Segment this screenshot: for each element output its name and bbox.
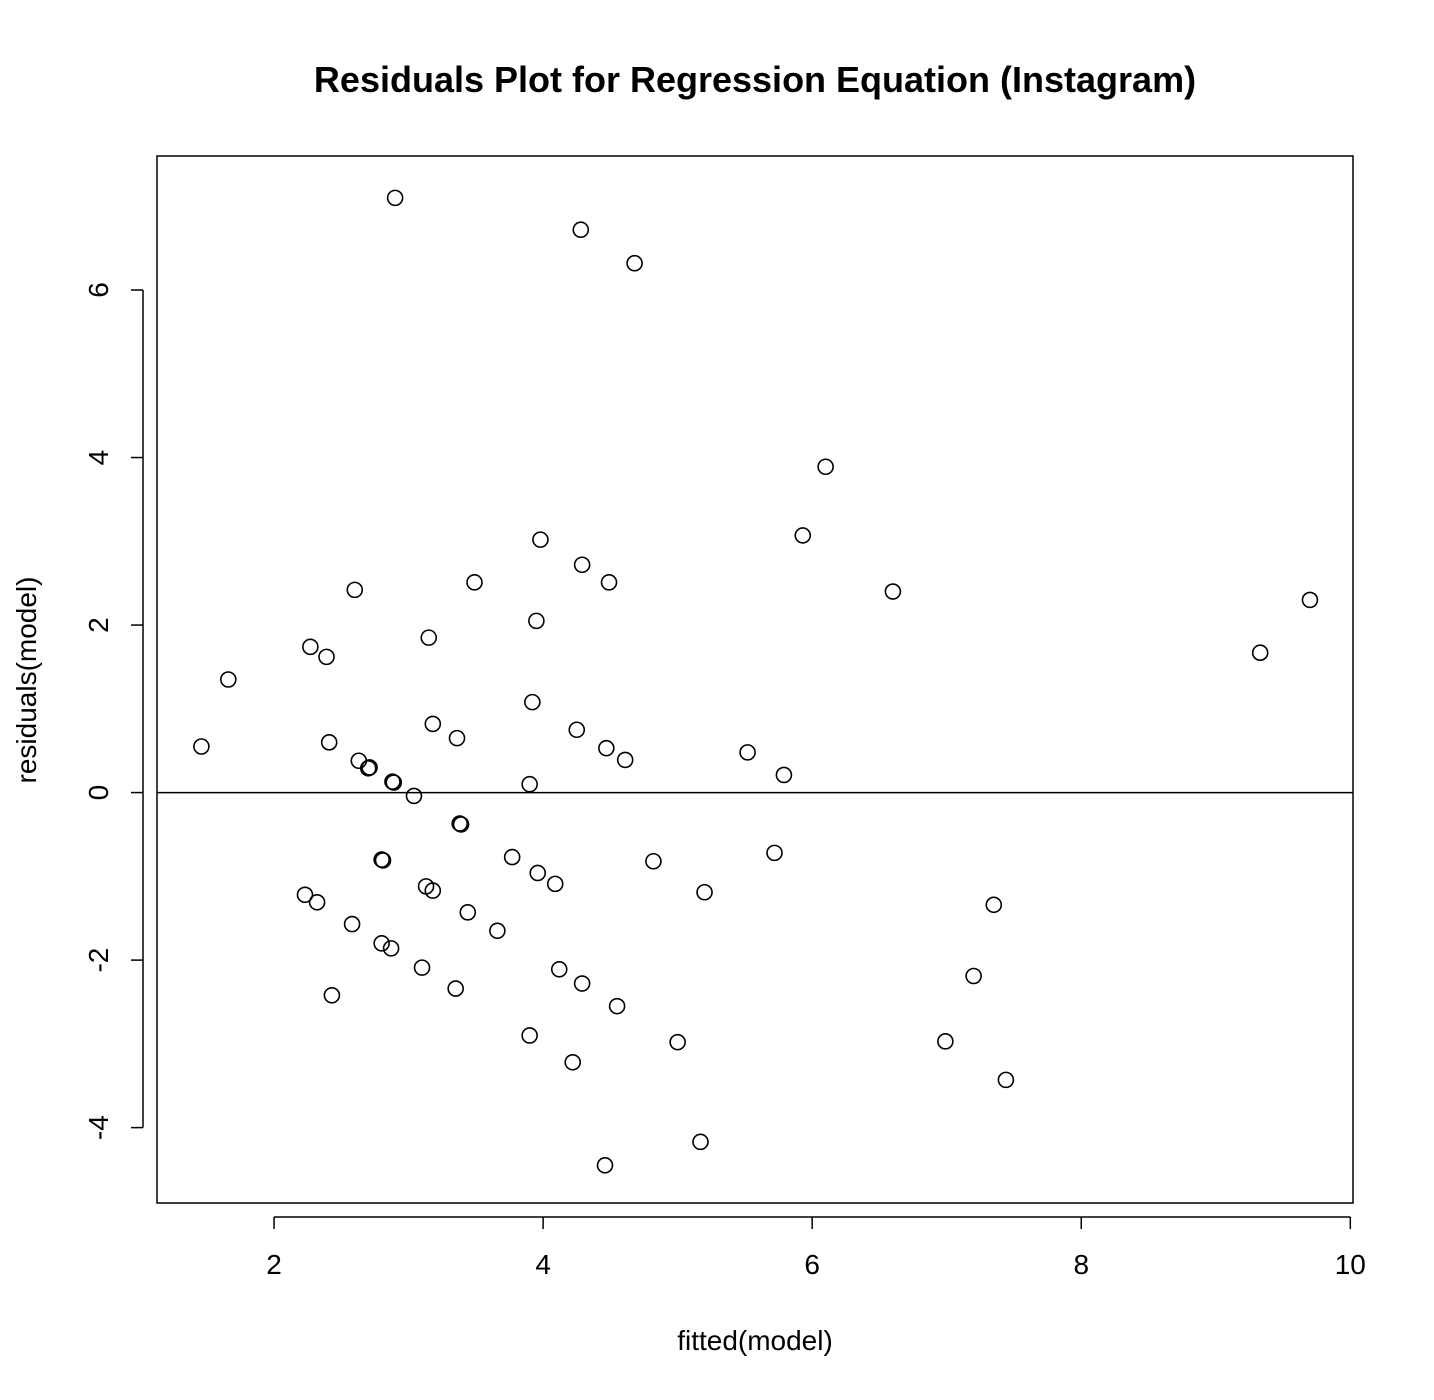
data-point xyxy=(503,848,521,866)
x-tick-label: 2 xyxy=(266,1249,282,1280)
data-point xyxy=(645,852,662,870)
data-point xyxy=(550,961,568,978)
data-point xyxy=(346,581,364,599)
data-point xyxy=(405,787,423,805)
data-point xyxy=(568,721,586,739)
data-point xyxy=(546,875,564,893)
y-tick-label: 6 xyxy=(83,282,114,298)
plot-area-frame xyxy=(156,155,1354,1204)
data-point xyxy=(817,458,834,476)
y-tick-label: 4 xyxy=(83,450,114,466)
x-tick-label: 8 xyxy=(1073,1249,1089,1280)
data-point xyxy=(382,940,400,957)
x-tick-label: 10 xyxy=(1335,1249,1366,1280)
data-point xyxy=(598,739,615,757)
y-tick-label: 0 xyxy=(83,785,114,801)
data-point xyxy=(489,922,506,940)
data-point xyxy=(573,975,591,992)
chart-title: Residuals Plot for Regression Equation (… xyxy=(314,59,1196,100)
y-axis: -4 -2 0 2 4 6 xyxy=(83,282,144,1140)
data-point xyxy=(937,1033,954,1050)
x-tick-label: 4 xyxy=(535,1249,551,1280)
data-point xyxy=(696,883,713,901)
data-point xyxy=(529,864,547,882)
data-point xyxy=(424,882,442,899)
data-point xyxy=(775,766,793,784)
data-points xyxy=(193,189,1319,1174)
data-point xyxy=(350,752,368,770)
data-point xyxy=(1251,644,1269,661)
data-point xyxy=(323,986,341,1004)
data-point xyxy=(965,967,982,985)
data-point xyxy=(296,886,314,904)
y-tick-label: 2 xyxy=(83,617,114,633)
data-point xyxy=(608,997,626,1015)
data-point xyxy=(573,556,591,574)
y-axis-label: residuals(model) xyxy=(11,577,42,784)
data-point xyxy=(452,816,470,833)
data-point xyxy=(318,648,335,666)
data-point xyxy=(572,221,590,239)
data-point xyxy=(521,775,538,793)
data-point xyxy=(193,738,210,755)
data-point xyxy=(343,915,361,933)
data-point xyxy=(1301,591,1319,609)
data-point xyxy=(420,629,438,646)
data-point xyxy=(564,1053,582,1071)
data-point xyxy=(884,583,902,600)
data-point xyxy=(766,844,783,862)
data-point xyxy=(373,935,390,952)
data-point xyxy=(669,1033,686,1051)
data-point xyxy=(616,751,634,769)
data-point xyxy=(985,896,1003,914)
data-point xyxy=(413,959,431,976)
data-point xyxy=(600,574,618,591)
data-point xyxy=(466,574,483,591)
data-point xyxy=(302,638,319,656)
data-point xyxy=(385,774,403,791)
data-point xyxy=(524,693,541,711)
data-point xyxy=(739,744,756,761)
data-point xyxy=(521,1027,538,1044)
data-point xyxy=(626,254,643,272)
data-point xyxy=(359,759,377,777)
x-axis-label: fitted(model) xyxy=(677,1325,833,1356)
data-point xyxy=(459,904,477,921)
x-tick-label: 6 xyxy=(804,1249,820,1280)
y-tick-label: -4 xyxy=(83,1115,114,1140)
data-point xyxy=(448,729,466,747)
data-point xyxy=(320,734,338,751)
data-point xyxy=(447,980,464,997)
data-point xyxy=(308,894,326,911)
data-point xyxy=(997,1071,1015,1089)
data-point xyxy=(220,671,237,688)
data-point xyxy=(424,715,442,733)
data-point xyxy=(692,1133,709,1151)
data-point xyxy=(596,1157,614,1174)
x-axis: 2 4 6 8 10 xyxy=(266,1216,1366,1280)
y-tick-label: -2 xyxy=(83,948,114,973)
data-point xyxy=(386,189,404,207)
data-point xyxy=(374,852,392,869)
data-point xyxy=(794,527,812,544)
data-point xyxy=(532,531,549,548)
data-point xyxy=(528,612,545,630)
